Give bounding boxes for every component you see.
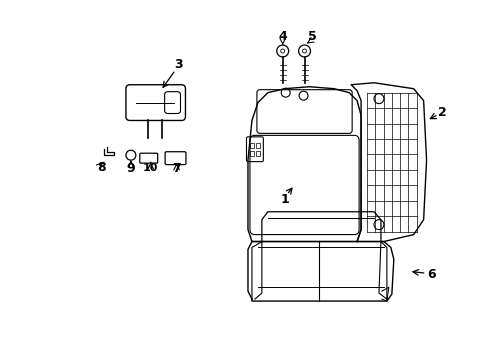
Text: 5: 5 [307, 30, 316, 42]
Bar [249, 151, 253, 156]
Text: 2: 2 [437, 106, 446, 119]
Text: 3: 3 [174, 58, 183, 71]
Text: 4: 4 [278, 30, 286, 42]
Text: 9: 9 [126, 162, 135, 175]
Text: 7: 7 [172, 162, 181, 175]
Text: 6: 6 [427, 268, 435, 281]
Bar [255, 151, 259, 156]
Text: 1: 1 [280, 193, 288, 206]
Bar [249, 143, 253, 148]
Text: 8: 8 [97, 161, 105, 174]
Bar [255, 143, 259, 148]
Text: 10: 10 [143, 163, 158, 173]
